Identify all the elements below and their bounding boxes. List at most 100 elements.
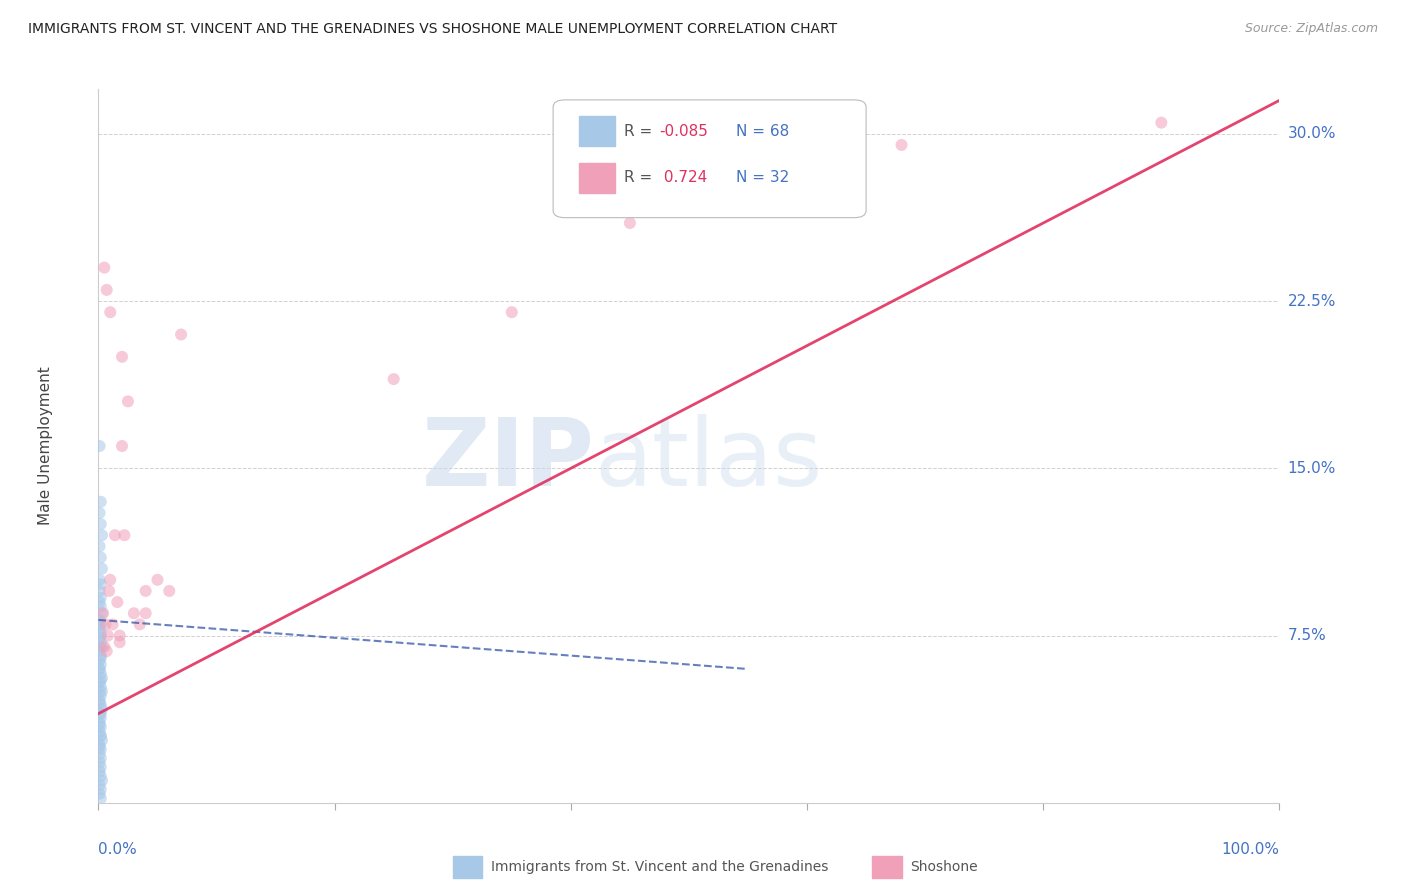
Point — [112, 528, 135, 542]
Point — [89, 706, 111, 721]
Text: 7.5%: 7.5% — [1288, 628, 1326, 643]
Text: ZIP: ZIP — [422, 414, 595, 507]
Point — [89, 622, 111, 636]
Point — [90, 673, 112, 687]
Point — [135, 583, 157, 598]
Point — [89, 617, 111, 632]
Point — [91, 640, 114, 654]
Point — [89, 595, 111, 609]
Point — [89, 778, 111, 792]
Point — [90, 720, 112, 734]
Text: IMMIGRANTS FROM ST. VINCENT AND THE GRENADINES VS SHOSHONE MALE UNEMPLOYMENT COR: IMMIGRANTS FROM ST. VINCENT AND THE GREN… — [28, 22, 837, 37]
Point — [104, 528, 127, 542]
Point — [93, 640, 115, 654]
Point — [90, 782, 112, 797]
Point — [128, 617, 150, 632]
Text: -0.085: -0.085 — [659, 124, 709, 139]
Bar — [579, 116, 614, 146]
Point — [890, 137, 912, 152]
Point — [91, 607, 114, 621]
Point — [382, 372, 405, 386]
Text: R =: R = — [624, 170, 657, 186]
Point — [111, 350, 134, 364]
Point — [90, 617, 112, 632]
Bar — [453, 856, 482, 878]
Point — [170, 327, 193, 342]
Point — [90, 599, 112, 614]
Point — [91, 733, 114, 747]
Point — [89, 724, 111, 739]
Point — [89, 539, 111, 553]
Text: 0.724: 0.724 — [659, 170, 707, 186]
Point — [105, 595, 128, 609]
Point — [89, 644, 111, 658]
Point — [90, 591, 112, 605]
Point — [89, 662, 111, 676]
Point — [1150, 115, 1173, 129]
Point — [93, 260, 115, 275]
Point — [89, 717, 111, 731]
Point — [89, 640, 111, 654]
Point — [90, 628, 112, 642]
Bar — [872, 856, 901, 878]
Point — [91, 684, 114, 698]
Point — [96, 283, 118, 297]
Point — [89, 740, 111, 755]
Point — [501, 305, 523, 319]
Point — [90, 760, 112, 774]
Point — [89, 715, 111, 730]
Point — [117, 394, 139, 409]
Point — [89, 747, 111, 761]
Point — [90, 751, 112, 765]
Point — [90, 635, 112, 649]
Bar — [579, 162, 614, 193]
Point — [101, 617, 124, 632]
Point — [90, 791, 112, 805]
Point — [90, 742, 112, 756]
Point — [97, 628, 120, 642]
Point — [111, 439, 134, 453]
Point — [90, 651, 112, 665]
Text: 30.0%: 30.0% — [1288, 127, 1336, 141]
Point — [91, 528, 114, 542]
Point — [91, 773, 114, 788]
Point — [89, 696, 111, 710]
Point — [90, 689, 112, 703]
Point — [98, 583, 121, 598]
Point — [108, 635, 131, 649]
Text: 0.0%: 0.0% — [98, 842, 138, 857]
Point — [90, 626, 112, 640]
Text: 22.5%: 22.5% — [1288, 293, 1336, 309]
Point — [89, 653, 111, 667]
Text: 100.0%: 100.0% — [1222, 842, 1279, 857]
Point — [89, 764, 111, 779]
Point — [96, 644, 118, 658]
Point — [98, 305, 121, 319]
Point — [89, 662, 111, 676]
Point — [89, 738, 111, 752]
Point — [94, 617, 117, 632]
Point — [91, 671, 114, 685]
Point — [135, 607, 157, 621]
Text: Shoshone: Shoshone — [910, 860, 977, 874]
Point — [90, 729, 112, 743]
Point — [90, 706, 112, 721]
Point — [90, 494, 112, 508]
Point — [90, 550, 112, 565]
Point — [90, 516, 112, 531]
Text: 15.0%: 15.0% — [1288, 461, 1336, 475]
Point — [89, 439, 111, 453]
Point — [619, 216, 641, 230]
Point — [108, 628, 131, 642]
Point — [90, 577, 112, 591]
Point — [796, 194, 818, 208]
Point — [98, 573, 121, 587]
Point — [90, 648, 112, 663]
Text: Source: ZipAtlas.com: Source: ZipAtlas.com — [1244, 22, 1378, 36]
Text: N = 68: N = 68 — [737, 124, 789, 139]
Point — [89, 675, 111, 690]
Point — [90, 711, 112, 725]
Point — [89, 506, 111, 520]
Point — [90, 657, 112, 672]
Text: R =: R = — [624, 124, 657, 139]
